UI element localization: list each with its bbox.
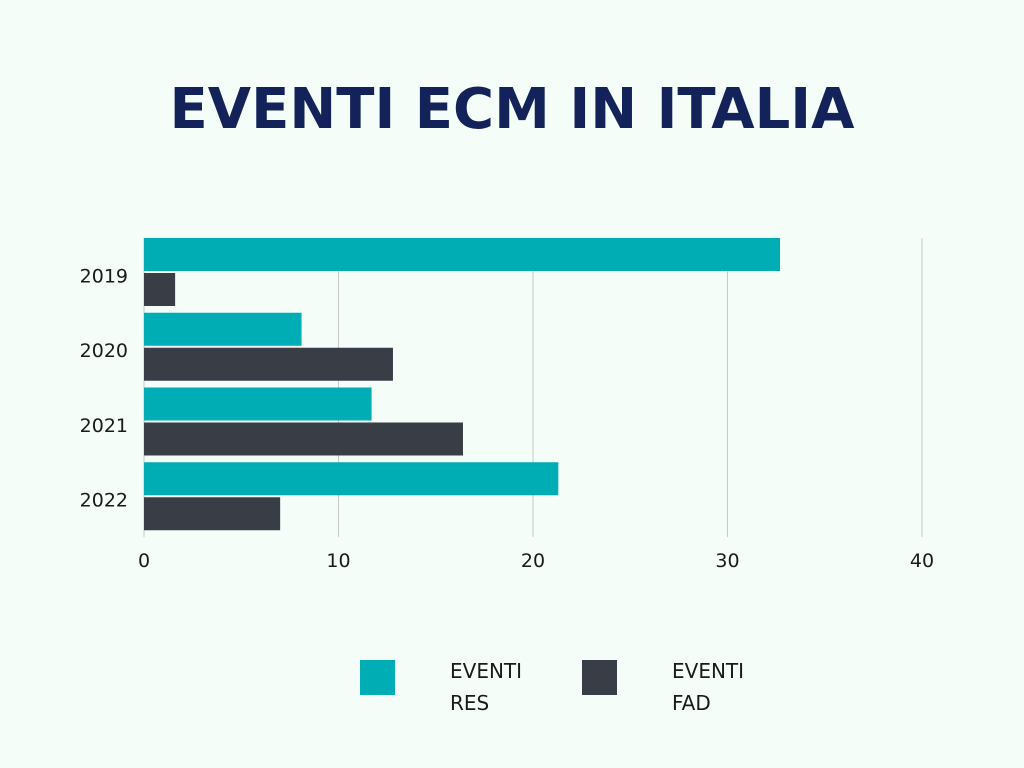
x-tick-label: 10 <box>326 550 350 572</box>
bar-eventi-fad-2019 <box>144 273 176 306</box>
bar-eventi-fad-2021 <box>144 422 463 456</box>
x-tick-label: 20 <box>521 550 545 572</box>
y-tick-label: 2020 <box>80 340 128 362</box>
chart-title: EVENTI ECM IN ITALIA <box>169 77 855 142</box>
y-tick-labels: 2019 2020 2021 2022 <box>80 265 128 511</box>
bars <box>144 238 781 531</box>
bar-eventi-res-2022 <box>144 462 559 496</box>
legend-swatch <box>582 660 617 695</box>
bar-eventi-fad-2022 <box>144 497 281 531</box>
x-tick-label: 40 <box>910 550 934 572</box>
bar-eventi-res-2019 <box>144 238 781 271</box>
y-tick-label: 2019 <box>80 265 128 287</box>
bar-eventi-res-2021 <box>144 387 372 421</box>
x-tick-label: 30 <box>715 550 739 572</box>
bar-eventi-res-2020 <box>144 312 302 346</box>
legend-label: EVENTI RES <box>450 659 523 715</box>
bar-eventi-fad-2020 <box>144 347 393 381</box>
legend-label: EVENTI FAD <box>672 659 745 715</box>
legend-swatch <box>360 660 395 695</box>
y-tick-label: 2022 <box>80 490 128 512</box>
x-tick-label: 0 <box>138 550 150 572</box>
y-tick-label: 2021 <box>80 415 128 437</box>
legend: EVENTI RES EVENTI FAD <box>0 655 1024 725</box>
x-tick-labels: 0 10 20 30 40 <box>138 550 934 572</box>
